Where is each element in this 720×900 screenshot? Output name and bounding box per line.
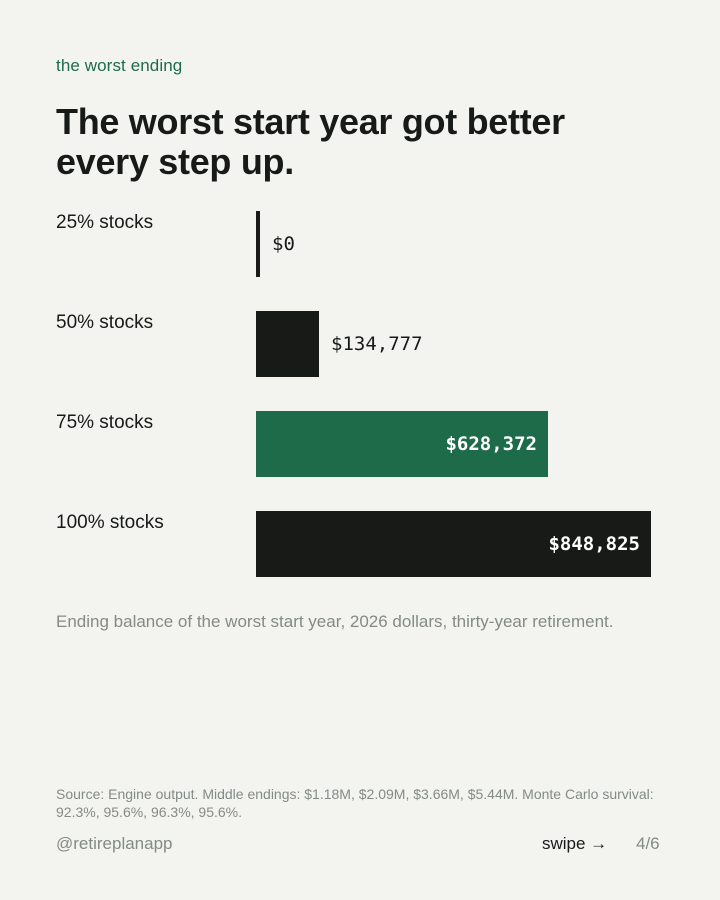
bar <box>256 211 260 277</box>
source-note: Source: Engine output. Middle endings: $… <box>56 786 654 820</box>
eyebrow: the worst ending <box>56 56 183 75</box>
data-label: $0 <box>272 233 295 255</box>
page-title: The worst start year got better every st… <box>56 101 565 182</box>
bar-chart: 25% stocks $0 50% stocks $134,777 75% stocks… <box>56 211 651 577</box>
chart-caption: Ending balance of the worst start year, … <box>56 612 614 631</box>
data-label: $628,372 <box>445 433 537 455</box>
bar <box>256 511 651 577</box>
category-label: 50% stocks <box>56 312 154 333</box>
category-label: 100% stocks <box>56 512 164 533</box>
category-label: 75% stocks <box>56 412 154 433</box>
data-label: $848,825 <box>548 533 640 555</box>
page-indicator: 4/6 <box>636 834 660 853</box>
social-handle: @retireplanapp <box>56 834 173 853</box>
swipe-hint[interactable]: swipe → <box>542 834 608 853</box>
data-label: $134,777 <box>331 333 423 355</box>
category-label: 25% stocks <box>56 212 154 233</box>
bar <box>256 411 548 477</box>
bar <box>256 311 319 377</box>
